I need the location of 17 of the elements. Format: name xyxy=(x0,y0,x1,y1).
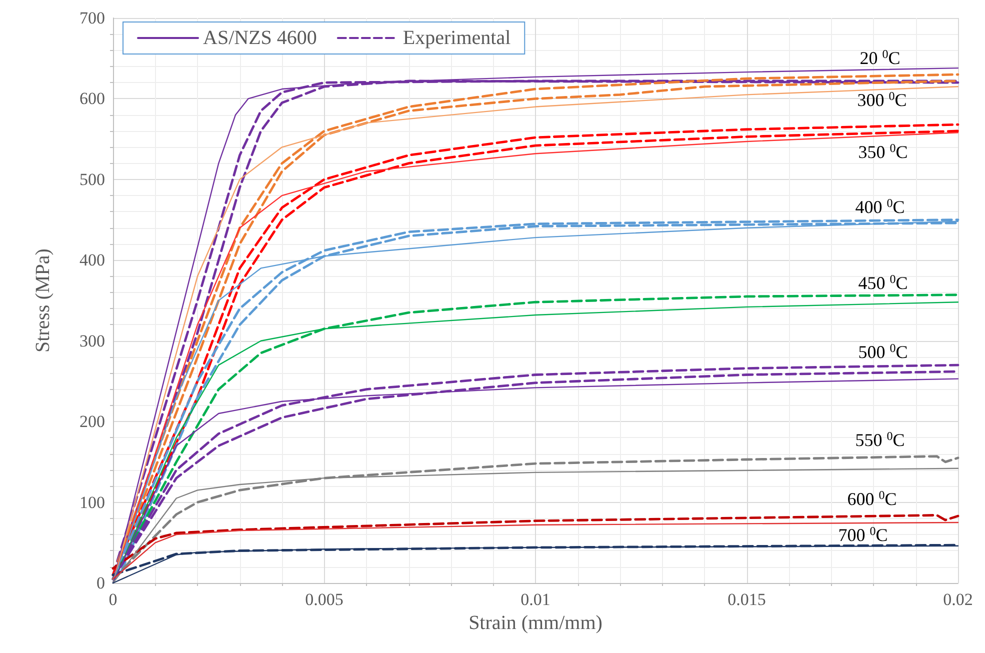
x-tick-label: 0.02 xyxy=(943,590,973,609)
x-tick-label: 0.015 xyxy=(728,590,766,609)
y-tick-label: 0 xyxy=(96,574,105,592)
y-tick-label: 400 xyxy=(80,250,105,270)
y-tick-label: 600 xyxy=(80,89,105,108)
y-tick-label: 100 xyxy=(80,492,105,512)
legend-label: Experimental xyxy=(402,27,512,49)
y-tick-label: 700 xyxy=(80,8,105,28)
x-tick-label: 0.005 xyxy=(305,590,344,609)
y-tick-label: 200 xyxy=(80,412,105,432)
y-tick-label: 500 xyxy=(80,170,105,189)
x-tick-label: 0.01 xyxy=(520,590,550,609)
y-tick-label: 300 xyxy=(80,331,105,350)
legend-label: AS/NZS 4600 xyxy=(203,27,317,49)
x-tick-label: 0 xyxy=(108,590,118,609)
y-axis-title: Stress (MPa) xyxy=(32,248,54,352)
x-axis-title: Strain (mm/mm) xyxy=(468,612,602,634)
